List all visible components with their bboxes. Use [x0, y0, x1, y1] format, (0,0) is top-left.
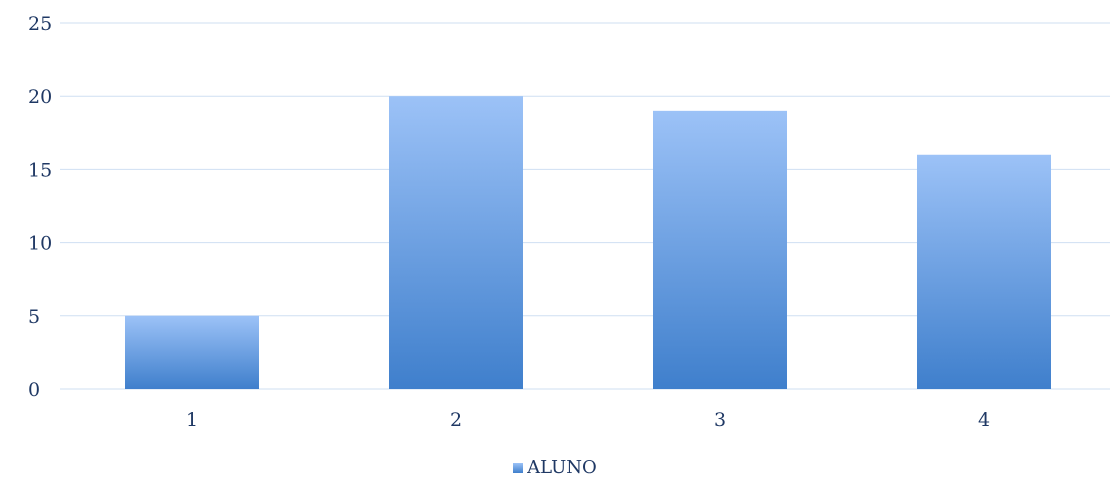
y-tick-label-25: 25 — [28, 13, 52, 35]
x-tick-label-4: 4 — [978, 409, 990, 431]
bar-1 — [125, 315, 259, 389]
bar-2 — [389, 96, 523, 389]
legend-label-aluno: ALUNO — [527, 457, 597, 478]
bars — [125, 96, 1051, 389]
y-tick-label-15: 15 — [28, 159, 52, 181]
x-tick-label-2: 2 — [450, 409, 462, 431]
legend: ALUNO — [0, 457, 1110, 478]
x-tick-label-1: 1 — [186, 409, 198, 431]
x-axis-ticks: 1 2 3 4 — [186, 409, 990, 431]
bar-3 — [653, 110, 787, 389]
y-tick-label-5: 5 — [28, 306, 40, 328]
y-axis-ticks: 0 5 10 15 20 25 — [28, 13, 52, 401]
x-tick-label-3: 3 — [714, 409, 726, 431]
legend-swatch-aluno — [513, 462, 524, 473]
y-tick-label-0: 0 — [28, 379, 40, 401]
y-tick-label-10: 10 — [28, 233, 52, 255]
y-tick-label-20: 20 — [28, 86, 52, 108]
bar-4 — [917, 154, 1051, 389]
